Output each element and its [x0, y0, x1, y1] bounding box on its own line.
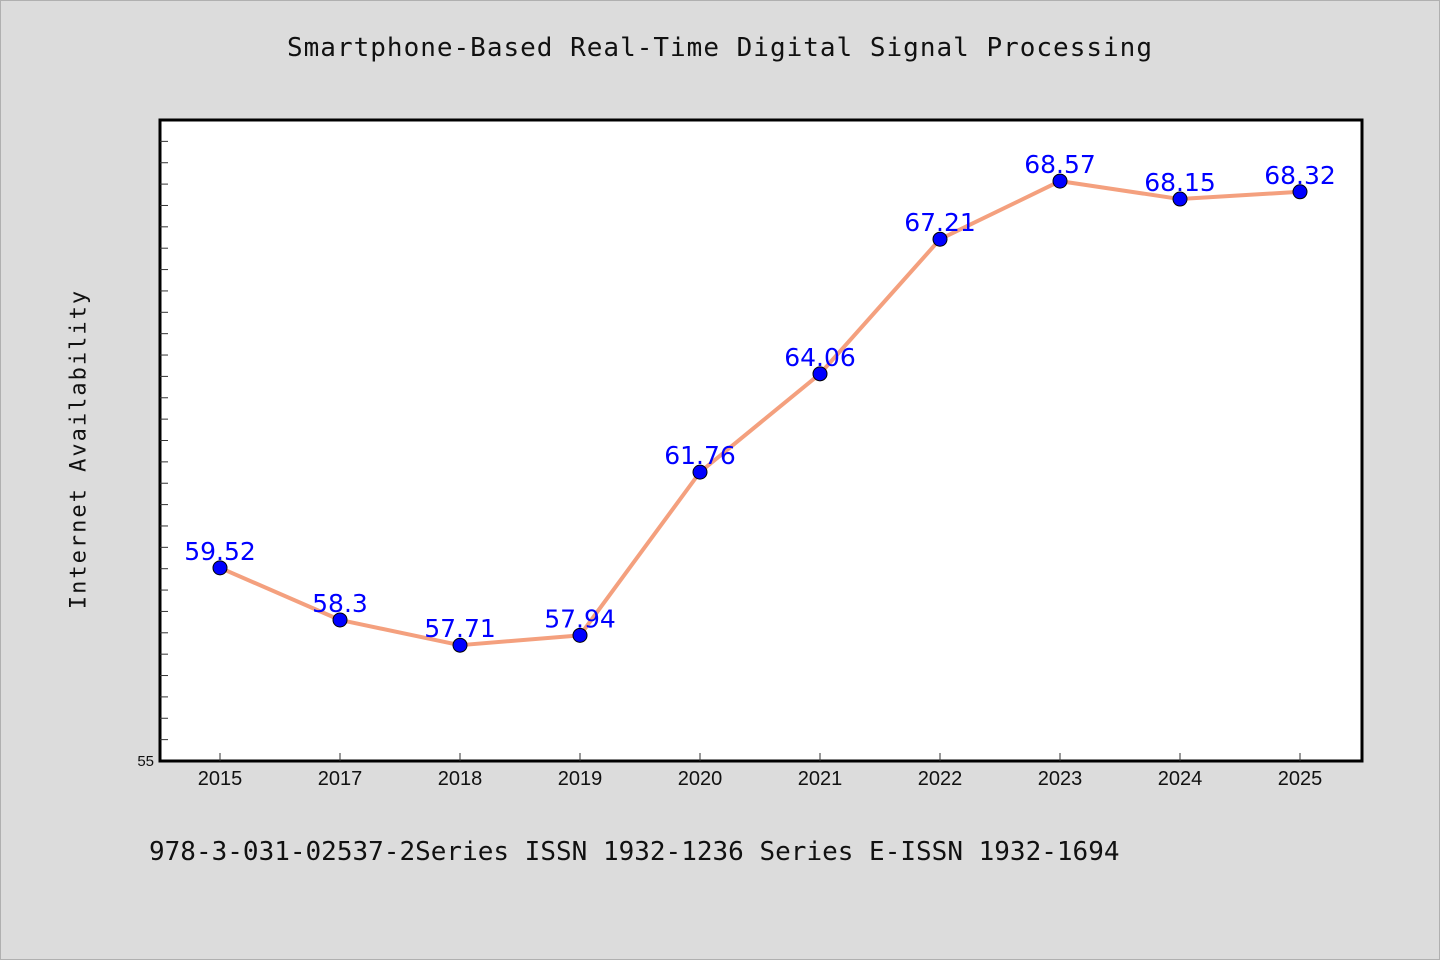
x-tick-label: 2017	[318, 768, 363, 790]
plot-area	[158, 118, 1364, 763]
data-label: 59.52	[184, 537, 256, 566]
data-label: 64.06	[784, 343, 856, 372]
x-tick-label: 2025	[1278, 768, 1323, 790]
data-point	[212, 560, 228, 576]
data-label: 57.94	[544, 604, 616, 633]
data-label: 61.76	[664, 441, 736, 470]
x-tick-label: 2023	[1038, 768, 1083, 790]
data-label: 67.21	[904, 208, 976, 237]
x-tick-label: 2021	[798, 768, 843, 790]
x-tick-label: 2020	[678, 768, 723, 790]
x-tick-label: 2024	[1158, 768, 1203, 790]
x-tick-label: 2019	[558, 768, 603, 790]
footer-isbn-text: 978-3-031-02537-2Series ISSN 1932-1236 S…	[149, 837, 1120, 867]
data-label: 68.57	[1024, 150, 1096, 179]
data-point	[1052, 173, 1068, 189]
data-point	[332, 612, 348, 628]
series-line	[218, 179, 1302, 648]
data-point	[452, 637, 468, 653]
data-label: 68.32	[1264, 161, 1336, 190]
data-point	[692, 464, 708, 480]
data-label: 58.3	[312, 589, 368, 618]
data-point	[932, 231, 948, 247]
chart-title: Smartphone-Based Real-Time Digital Signa…	[287, 33, 1153, 63]
y-tick-label: 55	[137, 753, 154, 770]
x-tick-label: 2018	[438, 768, 483, 790]
x-tick-label: 2022	[918, 768, 963, 790]
x-tick-label: 2015	[198, 768, 243, 790]
data-point	[812, 366, 828, 382]
data-label: 57.71	[424, 614, 496, 643]
data-point	[1292, 184, 1308, 200]
data-point	[572, 627, 588, 643]
data-point	[1172, 191, 1188, 207]
data-label: 68.15	[1144, 168, 1216, 197]
